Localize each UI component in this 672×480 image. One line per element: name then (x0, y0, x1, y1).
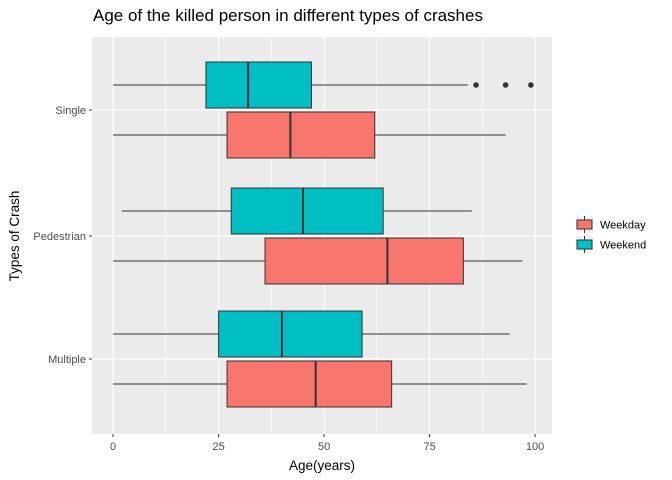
box (230, 187, 384, 235)
boxplot-weekday-single (113, 111, 506, 159)
outlier-point (502, 82, 509, 88)
boxplot-weekend-single (113, 61, 534, 109)
x-tick-label: 100 (526, 441, 544, 453)
y-axis-title: Types of Crash (7, 191, 22, 282)
legend-label: Weekday (600, 220, 646, 232)
boxplot-weekend-pedestrian (121, 187, 472, 235)
boxplot-weekend-multiple (113, 310, 510, 358)
box (205, 61, 312, 109)
box (226, 111, 376, 159)
chart-title: Age of the killed person in different ty… (93, 6, 483, 25)
legend-key-box (576, 239, 593, 250)
x-tick-label: 0 (110, 441, 116, 453)
y-tick-label: Pedestrian (33, 231, 86, 243)
boxplots (113, 61, 534, 408)
legend-item-weekday: Weekday (576, 216, 646, 233)
x-tick-label: 50 (318, 441, 330, 453)
axes: 0 25 50 75 100 Single Pedestrian Multiple (33, 105, 544, 453)
x-axis-title: Age(years) (289, 458, 355, 473)
x-tick-label: 25 (212, 441, 224, 453)
box (226, 360, 393, 408)
legend-item-weekend: Weekend (576, 236, 646, 253)
legend: Weekday Weekend (576, 216, 646, 253)
y-tick-label: Single (55, 105, 86, 117)
legend-key-box (576, 219, 593, 230)
box (218, 310, 363, 358)
x-tick-label: 75 (423, 441, 435, 453)
boxplot-weekday-multiple (113, 360, 527, 408)
y-tick-label: Multiple (48, 354, 86, 366)
outlier-point (473, 82, 479, 88)
boxplot-weekday-pedestrian (113, 237, 523, 285)
legend-label: Weekend (600, 240, 646, 252)
outlier-point (528, 82, 534, 88)
box (264, 237, 464, 285)
